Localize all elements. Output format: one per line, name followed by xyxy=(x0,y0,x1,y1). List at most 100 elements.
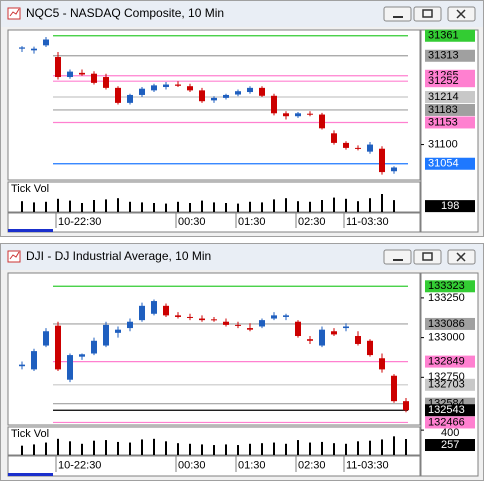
volume-bar xyxy=(21,201,23,212)
volume-bar xyxy=(321,441,323,455)
scroll-indicator xyxy=(8,229,53,232)
candle-body xyxy=(31,48,37,51)
close-glyph xyxy=(456,252,466,262)
volume-bar xyxy=(345,443,347,455)
level-label: 133086 xyxy=(428,318,465,330)
maximize-button[interactable] xyxy=(413,249,442,265)
candle-body xyxy=(19,47,25,49)
candle-body xyxy=(235,324,241,326)
candle-body xyxy=(223,94,229,98)
x-tick-label: 01:30 xyxy=(238,216,266,228)
volume-bar xyxy=(213,445,215,455)
volume-bar xyxy=(21,445,23,455)
close-glyph xyxy=(456,9,466,19)
window-icon-glyph xyxy=(9,251,20,260)
volume-bar xyxy=(81,203,83,212)
volume-bar xyxy=(273,199,275,212)
volume-bar xyxy=(393,200,395,212)
volume-bar xyxy=(45,442,47,455)
volume-bar xyxy=(369,440,371,455)
volume-bar xyxy=(405,439,407,455)
volume-bar xyxy=(381,194,383,212)
level-label-bg xyxy=(425,355,475,368)
x-tick-label: 00:30 xyxy=(178,459,206,471)
x-tick-label: 02:30 xyxy=(298,216,326,228)
candle-body xyxy=(139,305,145,321)
window-title: NQC5 - NASDAQ Composite, 10 Min xyxy=(26,6,224,20)
volume-bar xyxy=(333,443,335,455)
volume-last-bg xyxy=(425,439,475,452)
level-label-bg xyxy=(425,49,475,62)
maximize-glyph xyxy=(422,9,433,18)
candle-body xyxy=(55,325,61,370)
volume-bar xyxy=(369,198,371,212)
volume-bar xyxy=(105,199,107,212)
volume-bar xyxy=(177,443,179,455)
volume-bar xyxy=(381,439,383,455)
candle-body xyxy=(43,39,49,46)
candle-body xyxy=(307,339,313,341)
volume-bar xyxy=(189,443,191,455)
candle-body xyxy=(55,57,61,78)
level-label: 31183 xyxy=(428,104,458,116)
volume-bar xyxy=(357,201,359,212)
maximize-glyph xyxy=(422,252,433,261)
candle-body xyxy=(199,318,205,321)
x-tick-label: 01:30 xyxy=(238,459,266,471)
maximize-button[interactable] xyxy=(413,6,442,22)
volume-bar xyxy=(33,202,35,212)
candle-body xyxy=(67,71,73,78)
candle-body xyxy=(151,85,157,91)
x-tick-label: 02:30 xyxy=(298,459,326,471)
level-label: 31313 xyxy=(428,50,459,62)
level-label-bg xyxy=(425,75,475,88)
candle-body xyxy=(223,321,229,325)
level-label: 31054 xyxy=(428,158,459,170)
candle-body xyxy=(379,358,385,370)
volume-bar xyxy=(297,201,299,212)
volume-bar xyxy=(213,202,215,212)
volume-bar xyxy=(129,442,131,455)
candle-body xyxy=(187,316,193,318)
minimize-button[interactable] xyxy=(383,6,412,22)
candle-body xyxy=(271,315,277,319)
volume-bar xyxy=(201,200,203,212)
candle-body xyxy=(259,320,265,327)
minimize-button[interactable] xyxy=(383,249,412,265)
x-tick-label: 11-03:30 xyxy=(346,459,389,471)
candle-body xyxy=(367,144,373,152)
candle-body xyxy=(379,148,385,173)
candle-body xyxy=(91,73,97,83)
candle-body xyxy=(247,87,253,93)
volume-bar xyxy=(333,197,335,212)
volume-bar xyxy=(261,202,263,212)
window-icon xyxy=(7,7,21,20)
candle-body xyxy=(139,88,145,95)
level-label-bg xyxy=(425,280,475,293)
candle-body xyxy=(127,321,133,329)
candle-body xyxy=(295,321,301,337)
level-label-bg xyxy=(425,103,475,116)
volume-bar xyxy=(153,438,155,455)
candle-body xyxy=(67,355,73,380)
candle-body xyxy=(43,331,49,346)
volume-bar xyxy=(201,444,203,455)
window-icon-glyph xyxy=(9,8,20,17)
candle-body xyxy=(343,326,349,329)
volume-bar xyxy=(141,439,143,455)
volume-bar xyxy=(249,201,251,212)
candle-body xyxy=(343,142,349,148)
candle-body xyxy=(391,375,397,402)
candle-body xyxy=(163,84,169,88)
price-pane xyxy=(7,29,421,181)
volume-bar xyxy=(309,201,311,212)
volume-bar xyxy=(297,440,299,455)
candle-body xyxy=(295,113,301,117)
volume-last-bg xyxy=(425,200,475,213)
candle-body xyxy=(91,340,97,354)
volume-bar xyxy=(345,198,347,212)
volume-bar xyxy=(237,203,239,212)
volume-bar xyxy=(33,444,35,455)
volume-bar xyxy=(357,441,359,455)
volume-bar xyxy=(393,436,395,455)
